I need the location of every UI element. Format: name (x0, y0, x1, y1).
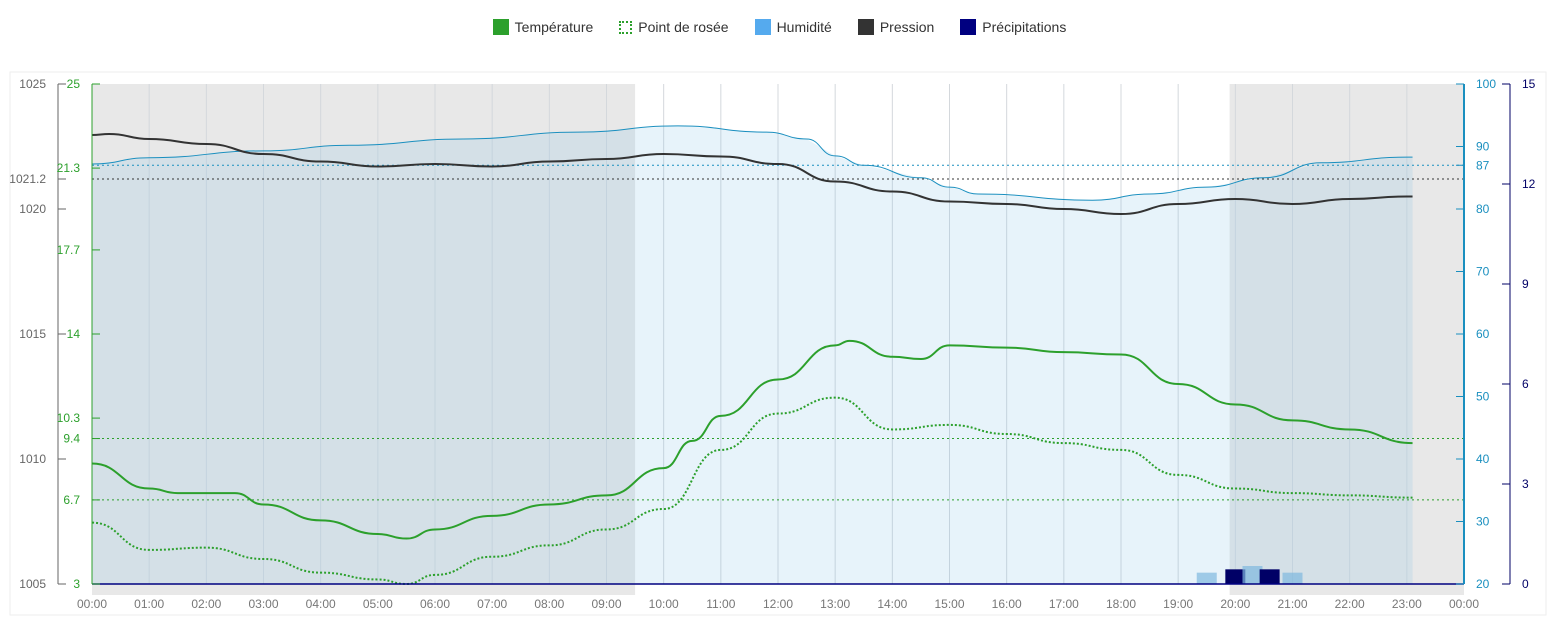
x-tick-label: 03:00 (248, 597, 278, 611)
x-tick-label: 08:00 (534, 597, 564, 611)
y-tick-label-humidity: 87 (1476, 158, 1490, 172)
night-band (92, 84, 636, 595)
legend-label: Pression (879, 19, 935, 35)
legend-item-humidity[interactable]: Humidité (754, 19, 832, 35)
y-tick-label-precipitation: 6 (1522, 377, 1529, 391)
x-tick-label: 01:00 (134, 597, 164, 611)
precipitation-swatch (960, 19, 977, 35)
x-tick-label: 11:00 (706, 597, 735, 611)
x-tick-label: 14:00 (877, 597, 907, 611)
x-tick-label: 23:00 (1392, 597, 1422, 611)
legend-item-precipitation[interactable]: Précipitations (960, 19, 1066, 35)
x-tick-label: 05:00 (363, 597, 393, 611)
y-tick-label-humidity: 90 (1476, 140, 1490, 154)
series-line-pression (91, 132, 1413, 216)
x-tick-label: 02:00 (191, 597, 221, 611)
x-tick-label: 13:00 (820, 597, 850, 611)
series-line-point-de-rosée (91, 396, 1413, 586)
dewpoint-swatch (619, 20, 633, 34)
y-tick-label-temperature: 14 (67, 327, 81, 341)
x-tick-label: 17:00 (1049, 597, 1079, 611)
precipitation-bar (1242, 566, 1263, 584)
x-tick-label: 07:00 (477, 597, 507, 611)
y-tick-label-precipitation: 3 (1522, 477, 1529, 491)
y-tick-label-pressure: 1020 (19, 202, 46, 216)
y-tick-label-humidity: 100 (1476, 77, 1496, 91)
y-tick-label-temperature: 21.3 (57, 161, 81, 175)
legend-label: Humidité (776, 19, 832, 35)
legend-item-dewpoint[interactable]: Point de rosée (619, 19, 729, 35)
y-tick-label-humidity: 40 (1476, 452, 1490, 466)
legend-label: Précipitations (982, 19, 1067, 35)
humidity-swatch (754, 19, 771, 35)
legend: Température Point de rosée Humidité Pres… (0, 19, 1559, 35)
y-tick-label-pressure: 1025 (19, 77, 46, 91)
y-tick-label-temperature: 25 (67, 77, 81, 91)
x-tick-label: 19:00 (1163, 597, 1193, 611)
x-tick-label: 06:00 (420, 597, 450, 611)
x-tick-label: 00:00 (1449, 597, 1479, 611)
humidity-area (92, 125, 1413, 584)
x-tick-label: 18:00 (1106, 597, 1136, 611)
y-tick-label-precipitation: 12 (1522, 177, 1536, 191)
x-tick-label: 04:00 (306, 597, 336, 611)
x-tick-label: 12:00 (763, 597, 793, 611)
x-tick-label: 21:00 (1277, 597, 1307, 611)
legend-label: Point de rosée (638, 19, 729, 35)
precipitation-bar (1282, 572, 1303, 584)
y-tick-label-precipitation: 9 (1522, 277, 1529, 291)
y-tick-label-pressure: 1005 (19, 577, 46, 591)
x-tick-label: 20:00 (1220, 597, 1250, 611)
x-tick-label: 10:00 (649, 597, 679, 611)
x-tick-label: 22:00 (1335, 597, 1365, 611)
x-tick-label: 16:00 (992, 597, 1022, 611)
legend-item-pressure[interactable]: Pression (857, 19, 935, 35)
precipitation-bar (1196, 572, 1217, 584)
y-tick-label-humidity: 20 (1476, 577, 1490, 591)
temperature-swatch (492, 19, 509, 35)
y-tick-label-humidity: 70 (1476, 265, 1490, 279)
x-tick-label: 09:00 (591, 597, 621, 611)
x-tick-label: 00:00 (77, 597, 107, 611)
y-tick-label-pressure: 1010 (19, 452, 46, 466)
series-line-humidité (91, 125, 1413, 201)
y-tick-label-humidity: 80 (1476, 202, 1490, 216)
y-tick-label-pressure: 1015 (19, 327, 46, 341)
y-tick-label-precipitation: 0 (1522, 577, 1529, 591)
pressure-swatch (857, 19, 874, 35)
legend-item-temperature[interactable]: Température (492, 19, 594, 35)
y-tick-label-temperature: 10.3 (57, 411, 81, 425)
series-line-température (91, 339, 1413, 540)
y-tick-label-temperature: 6.7 (63, 493, 80, 507)
legend-label: Température (514, 19, 594, 35)
y-tick-label-humidity: 30 (1476, 515, 1490, 529)
y-tick-label-precipitation: 15 (1522, 77, 1536, 91)
night-band (1229, 84, 1464, 595)
y-tick-label-temperature: 17.7 (57, 243, 81, 257)
y-tick-label-temperature: 9.4 (63, 432, 80, 446)
precipitation-bar (1225, 569, 1246, 584)
y-tick-label-temperature: 3 (73, 577, 80, 591)
chart-frame (9, 71, 1547, 616)
y-tick-label-humidity: 60 (1476, 327, 1490, 341)
x-tick-label: 15:00 (934, 597, 964, 611)
y-tick-label-humidity: 50 (1476, 390, 1490, 404)
precipitation-bar (1259, 569, 1280, 584)
y-tick-label-pressure: 1021.2 (9, 172, 46, 186)
